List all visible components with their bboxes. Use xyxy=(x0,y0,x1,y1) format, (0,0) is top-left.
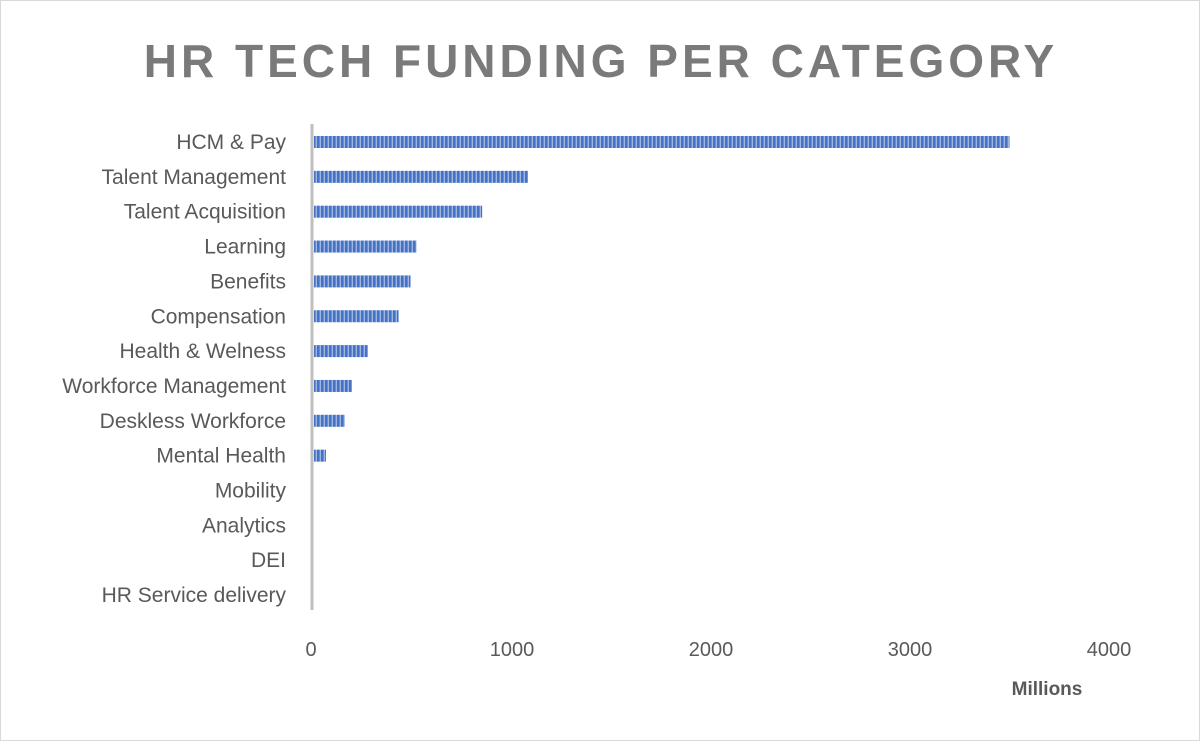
x-axis-label: Millions xyxy=(1012,679,1083,700)
bar xyxy=(314,414,345,427)
x-tick-label: 2000 xyxy=(689,639,734,661)
bar xyxy=(314,449,326,462)
chart-title: HR TECH FUNDING PER CATEGORY xyxy=(144,35,1058,87)
category-label: Benefits xyxy=(210,270,286,293)
category-label: Compensation xyxy=(151,305,286,328)
category-label: Talent Management xyxy=(102,166,287,189)
category-label: DEI xyxy=(251,549,286,572)
category-label: Learning xyxy=(204,236,286,259)
bar xyxy=(314,205,483,218)
bar xyxy=(314,275,411,288)
x-tick-label: 4000 xyxy=(1087,639,1132,661)
x-tick-label: 0 xyxy=(305,639,316,661)
category-label: Talent Acquisition xyxy=(124,201,286,224)
bar xyxy=(314,310,399,323)
bar xyxy=(314,170,528,183)
category-label: Deskless Workforce xyxy=(100,410,286,433)
category-label: Mental Health xyxy=(156,445,286,468)
bar xyxy=(314,379,352,392)
bar xyxy=(314,240,417,253)
x-tick-label: 3000 xyxy=(888,639,933,661)
category-label: Health & Welness xyxy=(119,340,286,363)
category-label: Mobility xyxy=(215,480,287,503)
category-label: Analytics xyxy=(202,514,286,537)
x-tick-label: 1000 xyxy=(490,639,535,661)
bar xyxy=(314,136,1010,148)
category-label: HCM & Pay xyxy=(176,131,286,154)
bar xyxy=(314,345,368,358)
category-label: HR Service delivery xyxy=(102,584,287,607)
category-label: Workforce Management xyxy=(62,375,286,398)
